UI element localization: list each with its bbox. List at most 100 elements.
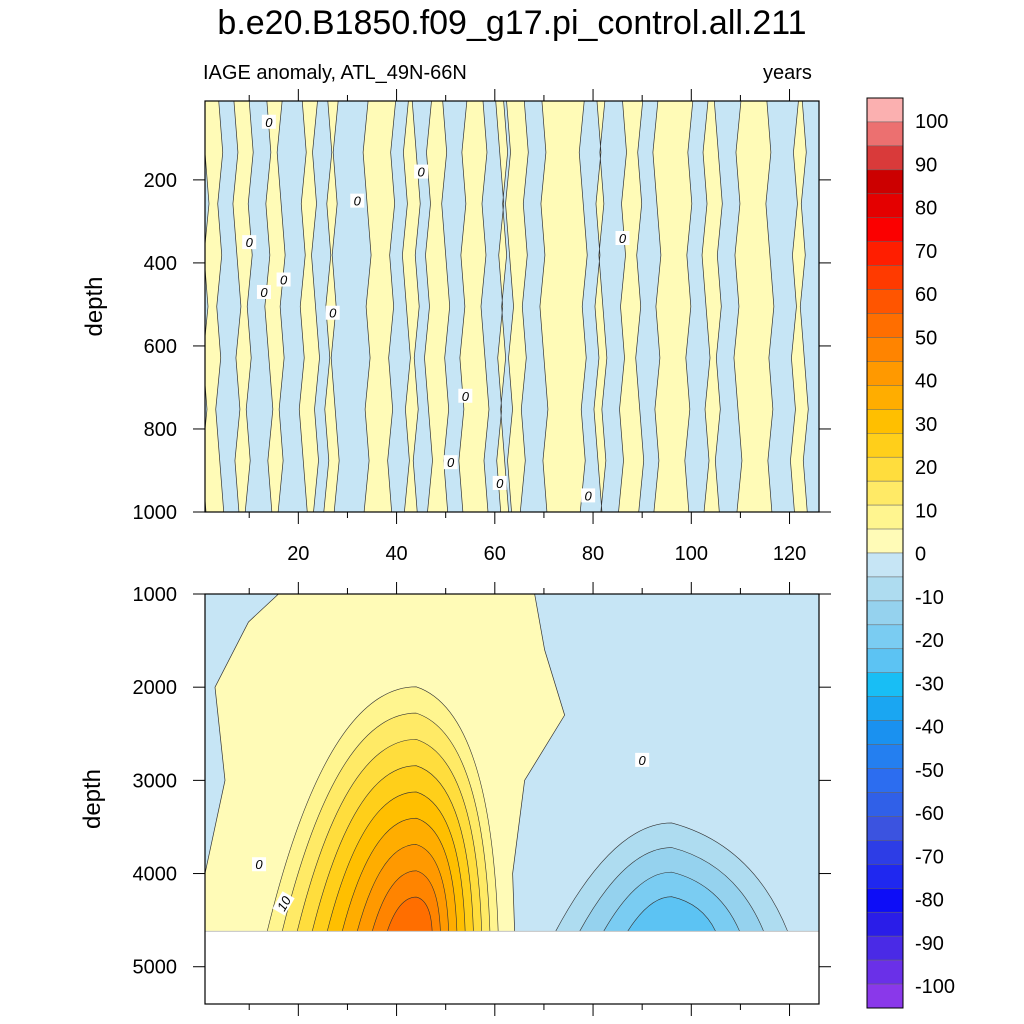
lower-axis-ytick-label: 1000 xyxy=(133,584,178,606)
lower-panel-heatmap: 0 0 10 1000 2000 3000 4000 5000 depth xyxy=(79,582,831,1016)
contour-label-box xyxy=(414,164,429,179)
colorbar-swatch xyxy=(866,289,904,314)
upper-axis-ytick-label: 600 xyxy=(144,336,177,358)
colorbar-swatch xyxy=(866,648,904,673)
colorbar-swatch xyxy=(866,169,904,195)
contour-label-text: 0 xyxy=(462,389,470,404)
colorbar-label: 90 xyxy=(915,154,937,176)
contour-label-text: 0 xyxy=(255,857,263,872)
contour-label-box xyxy=(276,272,291,287)
positive-band xyxy=(298,101,320,512)
colorbar-label: 20 xyxy=(915,457,937,479)
upper-axis-xtick-label: 60 xyxy=(484,543,506,565)
colorbar-swatch xyxy=(866,193,904,218)
colorbar-label: 40 xyxy=(915,371,937,393)
colorbar-swatch xyxy=(866,696,904,721)
colorbar-label: 60 xyxy=(915,284,937,306)
contour-label-box xyxy=(635,752,650,767)
contour-label-box xyxy=(615,231,630,245)
positive-band xyxy=(790,101,809,512)
contour-label-text: 0 xyxy=(329,306,337,321)
contour-label: 0 xyxy=(443,455,458,470)
contour-label: 0 xyxy=(276,272,291,288)
positive-band xyxy=(733,101,775,512)
colorbar-swatch xyxy=(866,864,904,889)
colorbar-swatch xyxy=(866,456,904,482)
chart-subtitle-units: years xyxy=(763,62,812,84)
upper-axis-ytick-label: 400 xyxy=(144,253,177,275)
positive-band xyxy=(539,101,588,512)
upper-axis-xtick-label: 100 xyxy=(675,543,708,565)
positive-contour xyxy=(386,896,433,932)
colorbar-swatch xyxy=(866,672,904,697)
colorbar-label: -80 xyxy=(915,890,944,912)
colorbar-swatch xyxy=(866,145,904,171)
colorbar-label: -90 xyxy=(915,933,944,955)
colorbar-swatch xyxy=(866,816,904,841)
contour-label: 10 xyxy=(272,891,295,916)
contour-label: 0 xyxy=(350,193,365,209)
contour-label: 0 xyxy=(492,475,507,491)
positive-band xyxy=(402,101,421,512)
contour-label: 0 xyxy=(414,164,429,180)
upper-ylabel: depth xyxy=(81,276,108,336)
colorbar-swatch xyxy=(866,241,904,266)
positive-band xyxy=(458,101,490,512)
contour-label-box xyxy=(350,193,365,208)
contour-label: 0 xyxy=(242,235,257,250)
lower-axis-ytick-label: 4000 xyxy=(133,864,178,886)
contour-label-box xyxy=(581,488,596,503)
colorbar-label: 30 xyxy=(915,414,937,436)
colorbar-swatch xyxy=(866,792,904,817)
contour-label-text: 0 xyxy=(418,165,426,180)
contour-label-box xyxy=(443,455,458,470)
upper-axis-xtick-label: 40 xyxy=(385,543,407,565)
contour-label-text: 0 xyxy=(496,476,504,491)
contour-label-box xyxy=(458,388,473,403)
lower-ylabel: depth xyxy=(79,769,106,829)
colorbar-swatch xyxy=(866,528,904,554)
lower-field xyxy=(205,594,819,1004)
lower-axis-frame xyxy=(204,593,820,1005)
contour-label-box xyxy=(242,235,257,250)
colorbar-swatch xyxy=(866,600,904,626)
contour-label-text: 0 xyxy=(280,273,288,288)
positive-band xyxy=(205,101,225,512)
contour-label-box xyxy=(272,891,295,916)
lower-axis-ytick-label: 5000 xyxy=(133,957,178,979)
contour-label: 0 xyxy=(256,284,271,300)
contour-label-text: 0 xyxy=(265,115,273,130)
positive-band xyxy=(495,101,509,512)
colorbar-swatch xyxy=(866,959,904,985)
upper-axis-xtick-label: 80 xyxy=(582,543,604,565)
colorbar-label: -40 xyxy=(915,717,944,739)
colorbar-label: -60 xyxy=(915,803,944,825)
colorbar-swatch xyxy=(866,504,904,530)
positive-band xyxy=(701,101,723,512)
colorbar-label: 70 xyxy=(915,241,937,263)
contour-label-box xyxy=(252,857,267,872)
colorbar-frame xyxy=(866,97,904,1009)
upper-axis-ytick-label: 800 xyxy=(144,419,177,441)
contour-label-box xyxy=(261,114,276,129)
colorbar-label: -70 xyxy=(915,846,944,868)
colorbar-swatch xyxy=(866,888,904,913)
colorbar-label: 10 xyxy=(915,500,937,522)
positive-band xyxy=(232,101,254,512)
chart-subtitle-variable: IAGE anomaly, ATL_49N-66N xyxy=(203,62,467,84)
contour-label: 0 xyxy=(635,752,650,768)
contour-label: 0 xyxy=(252,857,267,872)
colorbar-swatch xyxy=(866,433,904,458)
colorbar-swatch xyxy=(866,552,904,578)
contour-label-text: 0 xyxy=(619,231,627,246)
colorbar-swatch xyxy=(866,121,904,147)
contour-label: 0 xyxy=(615,231,630,246)
colorbar-label: -10 xyxy=(915,587,944,609)
colorbar: 1009080706050403020100-10-20-30-40-50-60… xyxy=(866,97,955,1009)
contour-label: 0 xyxy=(325,305,340,321)
lower-axis-ytick-label: 2000 xyxy=(133,677,178,699)
contour-label: 0 xyxy=(581,488,596,503)
contour-label-box xyxy=(256,284,271,299)
contour-label-text: 0 xyxy=(246,235,254,250)
colorbar-swatch xyxy=(866,313,904,338)
